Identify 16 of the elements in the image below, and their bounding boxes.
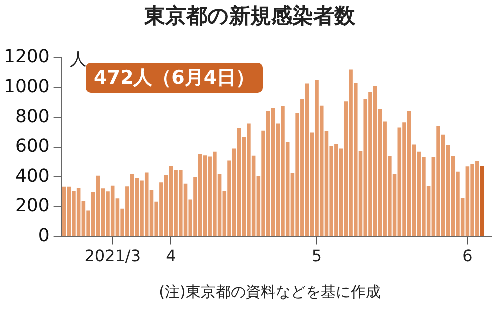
y-tick-label: 0: [38, 225, 50, 246]
x-tick-label: 2021/3: [84, 246, 141, 266]
y-tick-label: 800: [15, 106, 50, 128]
y-tick-label: 600: [15, 136, 50, 158]
chart-title: 東京都の新規感染者数: [143, 3, 356, 30]
x-tick-label: 4: [166, 246, 176, 266]
y-axis-title: 人: [70, 49, 87, 71]
y-tick-label: 200: [15, 196, 50, 217]
y-tick-label: 1000: [4, 76, 50, 98]
y-tick-label: 1200: [4, 46, 50, 68]
text: (注)東京都の資料などを基に作成: [158, 283, 382, 302]
annotation: 472人（6月4日）: [86, 63, 264, 93]
x-tick-label: 5: [312, 246, 322, 266]
x-tick-label: 6: [462, 246, 473, 266]
y-tick-label: 400: [15, 166, 50, 187]
bar: [480, 166, 484, 236]
